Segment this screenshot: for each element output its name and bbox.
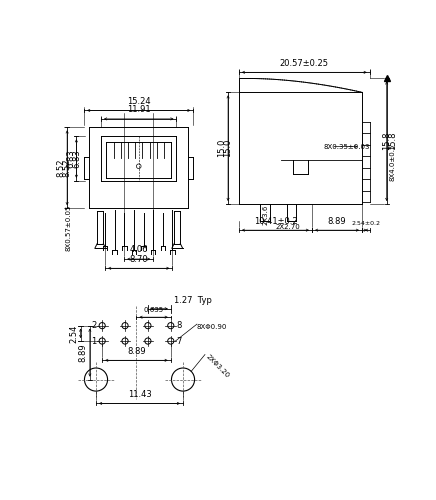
- Text: 8.52: 8.52: [63, 158, 72, 177]
- Text: 15.24: 15.24: [127, 97, 150, 106]
- Text: 8: 8: [176, 321, 181, 330]
- Text: 2.54: 2.54: [69, 324, 78, 342]
- Text: 15.8: 15.8: [388, 132, 397, 150]
- Text: 20.57±0.25: 20.57±0.25: [280, 58, 329, 68]
- Text: 8X4.0±0.5: 8X4.0±0.5: [389, 144, 395, 180]
- Text: 7: 7: [176, 336, 181, 345]
- Text: 10.41±0.2: 10.41±0.2: [254, 216, 297, 226]
- Text: 0.635: 0.635: [143, 306, 164, 312]
- Text: 6.83: 6.83: [67, 149, 75, 168]
- Text: 1: 1: [92, 336, 97, 345]
- Text: 15.0: 15.0: [217, 139, 226, 158]
- Text: 8XΦ0.90: 8XΦ0.90: [197, 324, 227, 330]
- Text: 6.83: 6.83: [72, 149, 81, 168]
- Text: 8X0.57±0.05: 8X0.57±0.05: [66, 204, 72, 250]
- Text: 2XΦ3.20: 2XΦ3.20: [205, 353, 231, 378]
- Text: 1.27  Typ: 1.27 Typ: [174, 296, 212, 305]
- Text: 15.0: 15.0: [224, 139, 232, 158]
- Text: 8X0.35±0.03: 8X0.35±0.03: [324, 144, 370, 150]
- Text: 8.89: 8.89: [78, 344, 88, 362]
- Text: 8.70: 8.70: [129, 254, 148, 264]
- Text: 8.52: 8.52: [57, 158, 65, 177]
- Text: 11.91: 11.91: [127, 106, 150, 114]
- Text: 4.06: 4.06: [129, 246, 148, 254]
- Text: 2X2.70: 2X2.70: [276, 224, 300, 230]
- Text: 15.8: 15.8: [382, 132, 391, 150]
- Text: 8.89: 8.89: [127, 346, 146, 356]
- Text: 11.43: 11.43: [128, 390, 151, 399]
- Text: 2X3.6: 2X3.6: [262, 204, 268, 225]
- Text: 2: 2: [92, 321, 97, 330]
- Text: 8.89: 8.89: [328, 216, 346, 226]
- Text: 2.54±0.2: 2.54±0.2: [351, 220, 380, 226]
